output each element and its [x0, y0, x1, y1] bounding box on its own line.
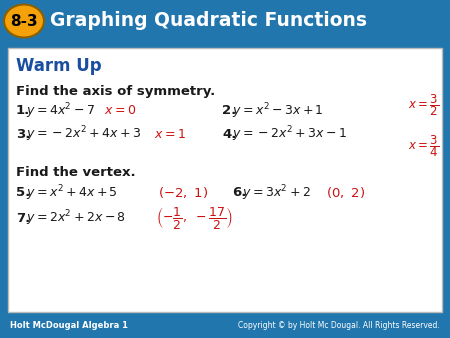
- Text: $y = 4x^2 - 7$: $y = 4x^2 - 7$: [26, 101, 95, 121]
- Text: 7.: 7.: [16, 212, 30, 224]
- Text: $y = -2x^2 + 4x + 3$: $y = -2x^2 + 4x + 3$: [26, 124, 141, 144]
- Text: $(0,\ 2)$: $(0,\ 2)$: [326, 186, 365, 200]
- Text: $x = \dfrac{3}{2}$: $x = \dfrac{3}{2}$: [408, 92, 439, 118]
- Text: Warm Up: Warm Up: [16, 57, 102, 75]
- Text: Copyright © by Holt Mc Dougal. All Rights Reserved.: Copyright © by Holt Mc Dougal. All Right…: [238, 320, 440, 330]
- Text: $y = -2x^2 + 3x - 1$: $y = -2x^2 + 3x - 1$: [232, 124, 347, 144]
- Text: 8-3: 8-3: [10, 14, 38, 28]
- Text: $\left(-\dfrac{1}{2},\ -\dfrac{17}{2}\right)$: $\left(-\dfrac{1}{2},\ -\dfrac{17}{2}\ri…: [156, 205, 233, 231]
- Bar: [0, 312, 450, 338]
- Bar: [0, 0, 450, 42]
- Text: $(-2,\ 1)$: $(-2,\ 1)$: [158, 186, 208, 200]
- Text: 1.: 1.: [16, 104, 30, 118]
- Text: 6.: 6.: [232, 187, 247, 199]
- Ellipse shape: [4, 4, 44, 38]
- FancyBboxPatch shape: [8, 48, 442, 312]
- Text: $x = 0$: $x = 0$: [104, 104, 136, 118]
- Text: 3.: 3.: [16, 127, 31, 141]
- Text: Graphing Quadratic Functions: Graphing Quadratic Functions: [50, 11, 367, 30]
- Text: $y = x^2 - 3x + 1$: $y = x^2 - 3x + 1$: [232, 101, 324, 121]
- Text: 4.: 4.: [222, 127, 236, 141]
- Text: Holt McDougal Algebra 1: Holt McDougal Algebra 1: [10, 320, 128, 330]
- Text: $x = \dfrac{3}{4}$: $x = \dfrac{3}{4}$: [408, 133, 439, 159]
- Text: $y = 3x^2 + 2$: $y = 3x^2 + 2$: [242, 183, 311, 203]
- Text: Find the axis of symmetry.: Find the axis of symmetry.: [16, 86, 215, 98]
- Text: $y = x^2 + 4x + 5$: $y = x^2 + 4x + 5$: [26, 183, 118, 203]
- Text: $x = 1$: $x = 1$: [154, 127, 186, 141]
- Text: Find the vertex.: Find the vertex.: [16, 166, 135, 178]
- Text: 5.: 5.: [16, 187, 30, 199]
- Text: 2.: 2.: [222, 104, 236, 118]
- Text: $y = 2x^2 + 2x - 8$: $y = 2x^2 + 2x - 8$: [26, 208, 126, 228]
